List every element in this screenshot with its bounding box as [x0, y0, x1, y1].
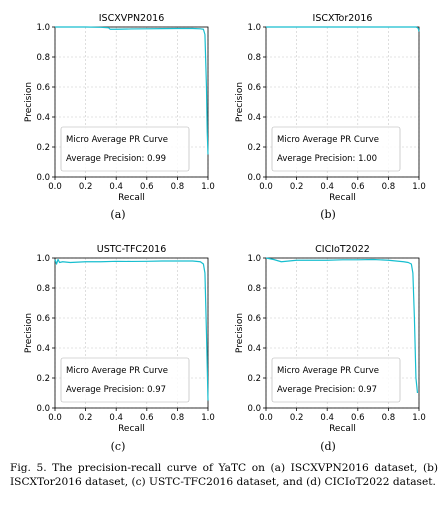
chart-1-legend-line-2: Average Precision: 0.99 [66, 154, 166, 164]
chart-4-x-tick-label-0: 0.0 [259, 413, 273, 423]
chart-3-x-tick-label-4: 0.8 [171, 413, 185, 423]
chart-1-x-tick-label-0: 0.0 [48, 182, 62, 192]
chart-2-x-tick-label-2: 0.4 [320, 182, 334, 192]
chart-2-x-tick-label-1: 0.2 [290, 182, 304, 192]
chart-3-y-tick-label-5: 1.0 [36, 254, 50, 264]
chart-4-legend-line-2: Average Precision: 0.97 [277, 385, 377, 395]
chart-2-x-tick-label-5: 1.0 [412, 182, 426, 192]
chart-4-legend-line-1: Micro Average PR Curve [277, 366, 379, 376]
chart-4-x-tick-label-3: 0.6 [351, 413, 365, 423]
chart-3-plot-frame [54, 257, 209, 409]
chart-3-y-tick-label-4: 0.8 [36, 284, 50, 294]
chart-3-y-tick-label-3: 0.6 [36, 314, 50, 324]
chart-3-series-line-1 [54, 258, 209, 401]
chart-1-y-tick-label-4: 0.8 [36, 53, 50, 63]
chart-4-y-tick-label-0: 0.0 [247, 404, 261, 414]
chart-1-plot-frame [54, 26, 209, 178]
chart-4-x-tick-label-5: 1.0 [412, 413, 426, 423]
chart-1-x-tick-label-2: 0.4 [109, 182, 123, 192]
chart-4-x-tick-label-4: 0.8 [382, 413, 396, 423]
chart-4-title: CICIoT2022 [315, 244, 370, 255]
chart-2-title: ISCXTor2016 [313, 13, 373, 24]
chart-3-x-tick-label-1: 0.2 [79, 413, 93, 423]
chart-4-y-tick-label-2: 0.4 [247, 344, 261, 354]
chart-3-legend-line-2: Average Precision: 0.97 [66, 385, 166, 395]
chart-4-xlabel: Recall [329, 424, 356, 434]
chart-1-y-tick-label-1: 0.2 [36, 143, 50, 153]
chart-1-title: ISCXVPN2016 [99, 13, 164, 24]
chart-4-y-tick-label-3: 0.6 [247, 314, 261, 324]
chart-1-x-tick-label-1: 0.2 [79, 182, 93, 192]
chart-1-x-tick-label-3: 0.6 [140, 182, 154, 192]
chart-2-legend-line-2: Average Precision: 1.00 [277, 154, 377, 164]
figure-caption: Fig. 5. The precision-recall curve of Ya… [10, 462, 438, 488]
chart-2-y-tick-label-0: 0.0 [247, 173, 261, 183]
chart-4-x-tick-label-1: 0.2 [290, 413, 304, 423]
chart-2-series-line-1 [266, 26, 420, 32]
chart-4-legend-box [271, 357, 401, 403]
chart-1-legend-line-1: Micro Average PR Curve [66, 135, 168, 145]
chart-4-x-tick-label-2: 0.4 [320, 413, 334, 423]
chart-1-y-tick-label-3: 0.6 [36, 83, 50, 93]
chart-2-y-tick-label-5: 1.0 [247, 23, 261, 33]
chart-3-legend-box [60, 357, 190, 403]
chart-2-y-tick-label-4: 0.8 [247, 53, 261, 63]
chart-3-y-tick-label-2: 0.4 [36, 344, 50, 354]
chart-3-title: USTC-TFC2016 [97, 244, 167, 255]
chart-1-x-tick-label-5: 1.0 [201, 182, 215, 192]
chart-1-x-tick-label-4: 0.8 [171, 182, 185, 192]
chart-1-y-tick-label-0: 0.0 [36, 173, 50, 183]
chart-1-panel-label: (a) [110, 208, 125, 221]
chart-3-legend-line-1: Micro Average PR Curve [66, 366, 168, 376]
chart-2-x-tick-label-4: 0.8 [382, 182, 396, 192]
chart-1-y-tick-label-5: 1.0 [36, 23, 50, 33]
chart-3-x-tick-label-0: 0.0 [48, 413, 62, 423]
chart-3-x-tick-label-5: 1.0 [201, 413, 215, 423]
chart-3-xlabel: Recall [118, 424, 145, 434]
chart-4-plot-frame [265, 257, 420, 409]
chart-3-y-tick-label-0: 0.0 [36, 404, 50, 414]
chart-2-legend-box [271, 126, 401, 172]
chart-4-y-tick-label-5: 1.0 [247, 254, 261, 264]
chart-1-legend-box [60, 126, 190, 172]
chart-4-series-line-1 [265, 257, 419, 394]
chart-2-x-tick-label-3: 0.6 [351, 182, 365, 192]
chart-3-y-tick-label-1: 0.2 [36, 374, 50, 384]
chart-4-ylabel: Precision [235, 313, 245, 353]
chart-3-x-tick-label-3: 0.6 [140, 413, 154, 423]
chart-2-legend-line-1: Micro Average PR Curve [277, 135, 379, 145]
chart-3-x-tick-label-2: 0.4 [109, 413, 123, 423]
chart-2-x-tick-label-0: 0.0 [259, 182, 273, 192]
chart-2-y-tick-label-2: 0.4 [247, 113, 261, 123]
chart-1-xlabel: Recall [118, 193, 145, 203]
chart-2-ylabel: Precision [235, 82, 245, 122]
chart-4-panel-label: (d) [320, 440, 336, 453]
chart-4-y-tick-label-4: 0.8 [247, 284, 261, 294]
chart-1-series-line-1 [55, 26, 209, 155]
chart-1-ylabel: Precision [24, 82, 34, 122]
chart-2-y-tick-label-1: 0.2 [247, 143, 261, 153]
chart-2-xlabel: Recall [329, 193, 356, 203]
chart-2-panel-label: (b) [320, 208, 336, 221]
chart-2-y-tick-label-3: 0.6 [247, 83, 261, 93]
chart-3-panel-label: (c) [111, 440, 126, 453]
chart-1-y-tick-label-2: 0.4 [36, 113, 50, 123]
chart-3-ylabel: Precision [24, 313, 34, 353]
chart-4-y-tick-label-1: 0.2 [247, 374, 261, 384]
